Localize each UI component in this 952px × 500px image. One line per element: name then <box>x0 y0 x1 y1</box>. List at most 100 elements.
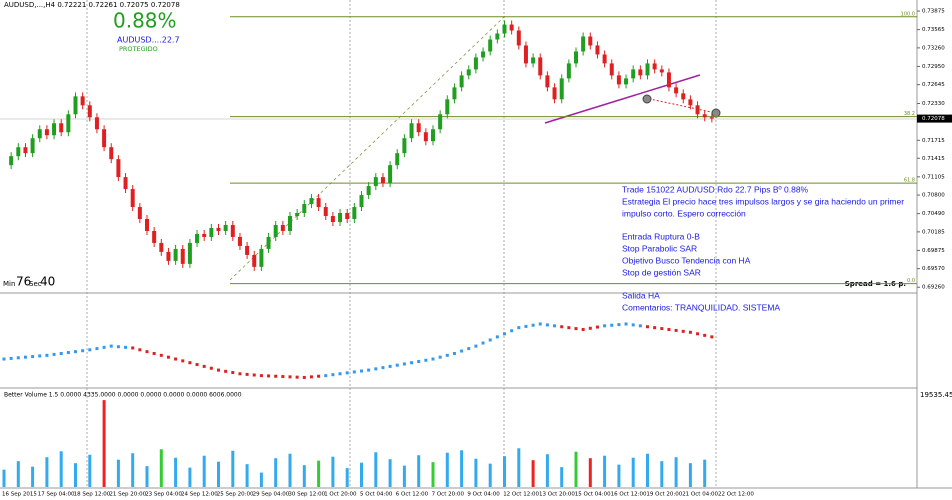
y-tick-label: 0.70185 <box>922 229 945 235</box>
sar-dot <box>488 338 492 342</box>
y-tick-label: 0.72330 <box>922 101 945 107</box>
y-tick-label: 0.69260 <box>922 285 945 291</box>
candle <box>652 63 657 70</box>
sar-dot <box>102 345 106 349</box>
volume-bar <box>431 462 435 487</box>
sar-dot <box>631 323 635 327</box>
sar-dot <box>538 322 542 326</box>
x-tick-label: 18 Sep 12:00 <box>74 492 111 498</box>
y-tick-label: 0.73565 <box>922 27 945 33</box>
candle <box>359 195 364 208</box>
x-tick-label: 5 Oct 04:00 <box>360 492 393 498</box>
sar-dot <box>467 347 471 351</box>
sar-dot <box>74 350 77 354</box>
volume-bar <box>588 458 592 487</box>
volume-bar <box>345 468 349 487</box>
sar-dot <box>617 323 621 327</box>
sar-dot <box>259 374 263 378</box>
x-tick-label: 9 Oct 04:00 <box>467 492 500 498</box>
sar-dot <box>23 355 27 359</box>
candle <box>202 233 207 237</box>
trend-line <box>544 74 701 124</box>
volume-bar <box>288 453 292 487</box>
candle <box>624 78 629 85</box>
sar-dot <box>52 352 56 356</box>
volume-bar <box>202 455 206 487</box>
volume-bar <box>417 455 421 487</box>
status-text: PROTEGIDO <box>119 45 158 53</box>
sar-dot <box>324 374 328 378</box>
sar-dot <box>410 361 414 365</box>
y-tick-label: 0.69875 <box>922 248 945 254</box>
candle <box>545 75 550 88</box>
candle <box>180 248 185 264</box>
x-tick-label: 16 Oct 12:00 <box>611 492 647 498</box>
candle <box>73 96 78 115</box>
candle <box>187 242 192 264</box>
volume-bar <box>374 452 378 487</box>
sar-dot <box>653 326 657 330</box>
pct-text: 0.88% <box>113 9 177 33</box>
sar-dot <box>567 326 571 330</box>
volume-bar <box>145 466 149 487</box>
candle <box>166 251 171 261</box>
sar-dot <box>267 374 271 378</box>
volume-bar <box>703 459 707 487</box>
volume-bar <box>217 461 220 487</box>
volume-bar <box>174 457 178 487</box>
x-tick-label: 24 Sep 12:00 <box>181 492 218 498</box>
candle <box>659 69 664 73</box>
sar-dot <box>38 354 42 358</box>
sar-dot <box>274 374 278 378</box>
sar-dot <box>445 353 449 357</box>
level-label: 100.0 <box>901 11 915 17</box>
x-tick-label: 30 Sep 12:00 <box>288 492 325 498</box>
sar-dot <box>560 325 564 329</box>
candle <box>452 87 457 100</box>
sar-dot <box>681 329 685 333</box>
sar-dot <box>660 327 664 331</box>
volume-bar <box>560 467 564 487</box>
candle <box>631 69 636 79</box>
sar-dot <box>224 369 228 373</box>
candle <box>445 99 450 115</box>
x-tick-label: 13 Oct 20:00 <box>539 492 575 498</box>
candle <box>609 63 614 76</box>
sar-dot <box>345 371 349 375</box>
candle <box>459 75 464 88</box>
volume-bar <box>16 461 20 487</box>
candle <box>288 216 292 231</box>
sar-dot <box>81 349 85 353</box>
candle <box>16 147 21 157</box>
sar-dot <box>252 373 256 377</box>
volume-bar <box>259 472 263 487</box>
volume-bar <box>660 461 664 487</box>
note-line: Stop Parabolic SAR <box>622 243 697 253</box>
candle <box>116 159 121 178</box>
candle <box>252 254 257 267</box>
volume-bar <box>617 464 621 487</box>
candle <box>595 45 600 55</box>
candle <box>123 177 128 190</box>
candle <box>9 156 14 166</box>
candle <box>559 78 564 100</box>
sar-dot <box>517 326 521 330</box>
sar-dot <box>452 351 456 355</box>
candle <box>574 51 578 64</box>
sar-dot <box>331 373 335 377</box>
note-line: Objetivo Busco Tendencia con HA <box>622 255 751 265</box>
sar-dot <box>524 324 528 328</box>
candle <box>145 219 149 231</box>
candle <box>488 39 493 52</box>
candle <box>209 227 214 237</box>
candle <box>102 129 107 148</box>
x-tick-label: 22 Oct 12:00 <box>718 492 754 498</box>
note-line: Stop de gestión SAR <box>622 267 701 277</box>
candle <box>259 248 264 267</box>
candle <box>30 138 35 154</box>
note-line: Trade 151022 AUD/USD Rdo 22.7 Pips Bº 0.… <box>622 184 809 194</box>
sar-dot <box>417 359 421 363</box>
sar-dot <box>202 364 206 368</box>
